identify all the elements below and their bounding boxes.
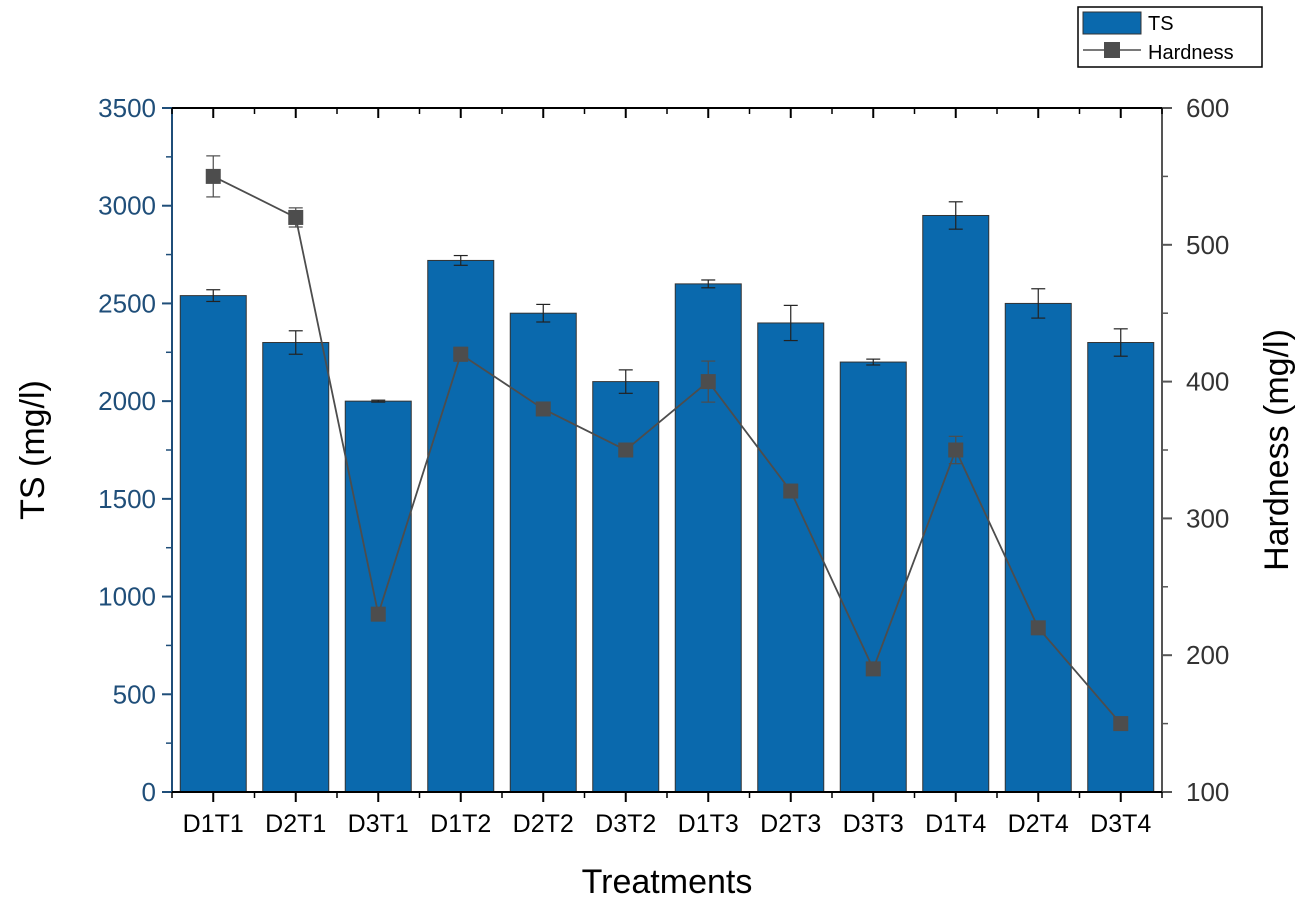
y-left-tick-label-1500: 1500: [98, 484, 156, 514]
x-axis-title: Treatments: [582, 863, 753, 899]
y-left-tick-label-2000: 2000: [98, 386, 156, 416]
y-right-tick-label-300: 300: [1186, 503, 1229, 533]
hardness-line-group: [205, 155, 1129, 732]
tick-labels: 0 500 1000 1500 2000 2500 3000 3500 100 200 300 400…: [98, 93, 1229, 838]
ts-bar-D2T4: [1004, 302, 1072, 793]
ts-bars: [179, 214, 1155, 793]
x-tick-label-D1T1: D1T1: [183, 810, 244, 838]
ts-bar-D3T1: [344, 400, 412, 793]
ts-bar-D3T3: [839, 361, 907, 793]
ts-bar-D2T2: [509, 312, 577, 793]
x-tick-label-D3T4: D3T4: [1090, 810, 1151, 838]
hardness-marker-D2T2: [535, 401, 551, 417]
y-left-tick-label-1000: 1000: [98, 582, 156, 612]
hardness-marker-D3T3: [865, 661, 881, 677]
x-tick-label-D2T3: D2T3: [760, 810, 821, 838]
ts-error-bars: [206, 201, 1128, 403]
x-tick-label-D1T4: D1T4: [925, 810, 986, 838]
ts-bar-D2T1: [262, 342, 330, 793]
hardness-marker-D3T4: [1113, 716, 1129, 732]
ts-bar-D1T3: [674, 283, 742, 793]
hardness-marker-D1T2: [453, 346, 469, 362]
hardness-marker-D3T2: [618, 442, 634, 458]
legend-hardness-marker: [1104, 42, 1120, 58]
y-left-tick-label-3000: 3000: [98, 191, 156, 221]
hardness-marker-D3T1: [370, 606, 386, 622]
x-tick-label-D2T2: D2T2: [513, 810, 574, 838]
x-tick-label-D2T4: D2T4: [1008, 810, 1069, 838]
hardness-marker-D1T4: [948, 442, 964, 458]
ts-bar-D1T1: [179, 295, 247, 793]
x-tick-label-D3T1: D3T1: [348, 810, 409, 838]
x-tick-label-D3T3: D3T3: [843, 810, 904, 838]
y-left-tick-label-2500: 2500: [98, 288, 156, 318]
hardness-marker-D2T3: [783, 483, 799, 499]
legend: TS Hardness: [1077, 6, 1263, 68]
y-left-tick-label-3500: 3500: [98, 93, 156, 123]
y-right-tick-label-400: 400: [1186, 367, 1229, 397]
ts-bar-D1T2: [427, 259, 495, 793]
legend-ts-swatch: [1082, 11, 1142, 35]
ts-bar-D1T4: [922, 214, 990, 793]
legend-hardness-label: Hardness: [1148, 42, 1234, 64]
hardness-marker-D1T1: [205, 168, 221, 184]
x-tick-label-D3T2: D3T2: [595, 810, 656, 838]
x-tick-label-D2T1: D2T1: [265, 810, 326, 838]
hardness-marker-D2T4: [1030, 620, 1046, 636]
y-axis-title-right: Hardness (mg/l): [1258, 329, 1296, 571]
x-tick-label-D1T2: D1T2: [430, 810, 491, 838]
hardness-marker-D2T1: [288, 209, 304, 225]
hardness-marker-D1T3: [700, 374, 716, 390]
ts-bar-D2T3: [757, 322, 825, 793]
axes: [162, 107, 1172, 802]
y-right-tick-label-600: 600: [1186, 93, 1229, 123]
y-right-tick-label-200: 200: [1186, 640, 1229, 670]
legend-ts-label: TS: [1148, 13, 1174, 35]
y-left-tick-label-0: 0: [142, 777, 156, 807]
x-tick-label-D1T3: D1T3: [678, 810, 739, 838]
y-right-tick-label-500: 500: [1186, 230, 1229, 260]
y-axis-title-left: TS (mg/l): [14, 380, 52, 520]
y-right-tick-label-100: 100: [1186, 777, 1229, 807]
hardness-line: [212, 175, 1122, 725]
y-left-tick-label-500: 500: [113, 679, 156, 709]
